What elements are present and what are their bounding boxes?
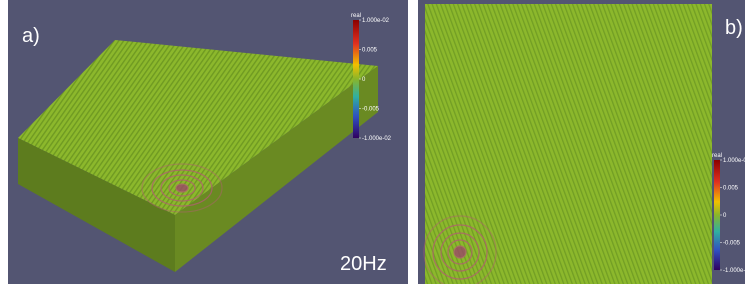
colorbar-tick-label: 0.005 xyxy=(362,48,378,54)
wave-field xyxy=(425,4,712,284)
colorbar-tick-label: -1.000e-02 xyxy=(362,136,392,142)
colorbar-title: real xyxy=(712,153,722,159)
colorbar-gradient xyxy=(714,160,720,270)
colorbar-tick-label: 1.000e-02 xyxy=(723,158,745,164)
colorbar-title: real xyxy=(351,13,361,19)
colorbar-tick-label: 0.005 xyxy=(723,186,739,192)
colorbar-tick-label: -0.005 xyxy=(723,241,741,247)
frequency-label: 20Hz xyxy=(340,253,387,275)
colorbar-tick-label: -1.000e-02 xyxy=(723,268,745,274)
panel-a: a) 20Hz real1.000e-020.0050-0.005-1.000e… xyxy=(8,0,408,284)
colorbar-gradient xyxy=(353,20,359,138)
colorbar-tick-label: -0.005 xyxy=(362,107,380,113)
colorbar-tick-label: 1.000e-02 xyxy=(362,18,390,24)
panel-label: a) xyxy=(22,25,40,47)
figure: a) 20Hz real1.000e-020.0050-0.005-1.000e… xyxy=(0,0,745,284)
panel-label: b) xyxy=(725,17,743,39)
